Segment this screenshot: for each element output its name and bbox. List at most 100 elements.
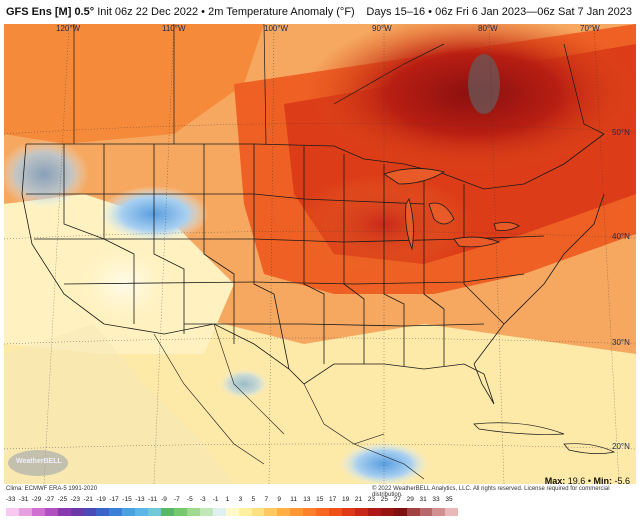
color-scale-swatch [445, 508, 459, 516]
color-scale-swatch [199, 508, 213, 516]
color-scale-swatch [277, 508, 291, 516]
color-scale-swatch [264, 508, 278, 516]
caribbean-islands [473, 422, 616, 454]
color-scale-swatch [212, 508, 226, 516]
color-scale-tick: -9 [161, 496, 167, 503]
color-scale-swatch [186, 508, 200, 516]
max-label: Max: [544, 476, 566, 486]
color-scale-tick: -29 [31, 496, 42, 503]
color-scale-swatch [354, 508, 368, 516]
color-scale-tick: 3 [238, 496, 243, 503]
color-scale-tick: 13 [303, 496, 311, 503]
color-scale-swatch [83, 508, 97, 516]
pacific-region [4, 324, 234, 484]
color-scale-swatch [6, 508, 19, 516]
cool-anomaly-mexico [219, 369, 269, 399]
color-scale-swatch [367, 508, 381, 516]
color-scale-tick: 5 [251, 496, 256, 503]
max-min-readout: Max: 19.6 • Min: -5.6 [544, 476, 630, 486]
map-header: GFS Ens [M] 0.5° Init 06z 22 Dec 2022 • … [0, 0, 640, 24]
color-scale-tick: 17 [329, 496, 337, 503]
color-scale-tick: 11 [290, 496, 298, 503]
climatology-note: Clima: ECMWF ERA-5 1991-2020 [6, 486, 98, 492]
color-scale-tick: -5 [186, 496, 193, 503]
color-scale-labels: -33 -31 -29 -27 -25 -23 -21 -19 -17 -15 -13 -11 -9 -7… [6, 496, 458, 506]
color-scale-swatch [173, 508, 187, 516]
valid-time: Days 15–16 • 06z Fri 6 Jan 2023—06z Sat … [366, 6, 632, 18]
color-scale-swatch [57, 508, 71, 516]
color-scale-swatch [251, 508, 265, 516]
temperature-anomaly-map: 120°W 110°W 100°W 90°W 80°W 70°W 50°N 40… [4, 24, 636, 484]
color-scale-tick: 33 [432, 496, 440, 503]
copyright-note: © 2022 WeatherBELL Analytics, LLC. All r… [372, 486, 610, 498]
neutral-west [74, 244, 174, 324]
color-scale-tick: -25 [57, 496, 68, 503]
color-scale-swatch [31, 508, 45, 516]
color-scale-bar [6, 508, 459, 516]
color-scale-swatch [225, 508, 239, 516]
color-scale-swatch [432, 508, 446, 516]
color-scale-tick: -31 [18, 496, 29, 503]
color-scale-tick: 15 [316, 496, 324, 503]
color-scale-tick: 9 [277, 496, 281, 503]
color-scale-tick: 21 [354, 496, 363, 503]
color-scale-tick: -3 [199, 496, 206, 503]
cool-anomaly-yucatan [339, 442, 429, 484]
color-scale-swatch [341, 508, 355, 516]
color-scale-swatch [329, 508, 342, 516]
longitude-label: 120°W [56, 24, 81, 33]
hot-core-east [304, 24, 636, 174]
color-scale-tick: 1 [225, 496, 230, 503]
color-scale-swatch [122, 508, 136, 516]
color-scale-swatch [419, 508, 433, 516]
color-scale-swatch [70, 508, 84, 516]
weatherbell-logo [8, 450, 68, 476]
color-scale-swatch [290, 508, 304, 516]
color-scale-tick: 27 [393, 496, 401, 503]
longitude-label: 80°W [478, 24, 498, 33]
color-scale-swatch [44, 508, 58, 516]
color-scale-swatch [96, 508, 110, 516]
longitude-label: 90°W [372, 24, 392, 33]
color-scale-tick: 35 [445, 496, 453, 503]
color-scale-tick: -7 [173, 496, 180, 503]
map-canvas [4, 24, 636, 484]
color-scale-tick: -23 [70, 496, 81, 503]
color-scale-tick: 23 [367, 496, 376, 503]
longitude-label: 100°W [264, 24, 289, 33]
color-scale-tick: -15 [122, 496, 132, 503]
color-scale-swatch [406, 508, 420, 516]
color-scale-tick: 29 [406, 496, 414, 503]
init-time: Init 06z 22 Dec 2022 [97, 6, 199, 18]
max-anomaly-spot [468, 54, 500, 114]
color-scale-tick: 7 [264, 496, 269, 503]
color-scale-tick: 31 [419, 496, 427, 503]
graticule [4, 24, 636, 484]
color-scale-tick: 25 [380, 496, 388, 503]
color-scale-swatch [316, 508, 330, 516]
color-scale-tick: -17 [109, 496, 119, 503]
color-scale-tick: -19 [96, 496, 106, 503]
latitude-label: 20°N [612, 442, 630, 451]
latitude-label: 50°N [612, 128, 630, 137]
nw-orange [4, 24, 264, 144]
map-title: GFS Ens [M] 0.5° Init 06z 22 Dec 2022 • … [6, 6, 355, 18]
mexico-borders [153, 323, 425, 480]
min-value: -5.6 [614, 476, 630, 486]
color-scale-tick: -33 [6, 496, 16, 503]
color-scale-swatch [393, 508, 407, 516]
color-scale-swatch [18, 508, 32, 516]
model-name: GFS Ens [M] 0.5° [6, 6, 95, 18]
great-lakes [383, 168, 520, 251]
color-scale-swatch [109, 508, 123, 516]
max-value: 19.6 [567, 476, 586, 486]
color-scale-tick: -21 [83, 496, 93, 503]
color-scale-swatch [161, 508, 174, 516]
color-scale-tick: -13 [135, 496, 145, 503]
field-name: 2m Temperature Anomaly (°F) [208, 6, 355, 18]
color-scale-swatch [303, 508, 317, 516]
logo-text: WeatherBELL [16, 458, 62, 465]
longitude-label: 70°W [580, 24, 600, 33]
color-scale-tick: -11 [148, 496, 158, 503]
longitude-label: 110°W [162, 24, 186, 33]
